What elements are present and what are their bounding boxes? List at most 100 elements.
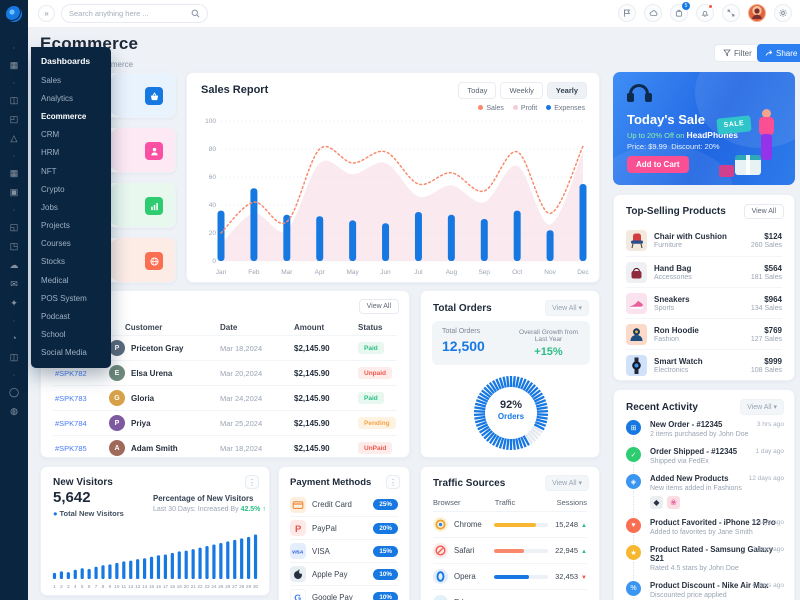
payments-menu-button[interactable]: ⋮ xyxy=(386,475,400,489)
shield-icon[interactable]: ◍ xyxy=(10,406,18,416)
range-button-today[interactable]: Today xyxy=(458,82,497,99)
visitors-menu-button[interactable]: ⋮ xyxy=(245,475,259,489)
product-sales: 127 Sales xyxy=(750,335,782,343)
flyout-item-ecommerce[interactable]: Ecommerce xyxy=(41,111,87,121)
share-button[interactable]: Share xyxy=(757,44,800,62)
headphones-icon xyxy=(627,82,653,102)
orders-view-all-button[interactable]: View All xyxy=(358,299,399,314)
order-row[interactable]: #SPK784 P Priya Mar 25,2024 $2,145.90 Pending xyxy=(53,410,397,435)
file-icon[interactable]: ◱ xyxy=(9,222,19,232)
add-to-cart-button[interactable]: Add to Cart xyxy=(627,156,689,173)
flyout-item-sales[interactable]: Sales xyxy=(41,75,62,85)
flyout-item-pos-system[interactable]: POS System xyxy=(41,293,87,303)
order-id[interactable]: #SPK782 xyxy=(55,369,87,378)
payment-method-row[interactable]: Credit Card 25% xyxy=(290,493,398,516)
sale-title: Today's Sale xyxy=(627,112,705,127)
payment-method-row[interactable]: VISA VISA 15% xyxy=(290,539,398,562)
product-row[interactable]: Chair with Cushion Furniture $124 260 Sales xyxy=(626,225,782,256)
fullscreen-icon[interactable] xyxy=(722,4,740,22)
payment-list: Credit Card 25% P PayPal 20% VISA VISA 15% Apple… xyxy=(290,493,398,600)
activity-item[interactable]: % Product Discount - Nike Air Max Discount… xyxy=(626,581,784,600)
search-icon[interactable] xyxy=(191,9,200,18)
column-header-amount: Amount xyxy=(294,323,325,332)
order-id[interactable]: #SPK783 xyxy=(55,394,87,403)
activity-item[interactable]: ⊞ New Order - #12345 2 items purchased by … xyxy=(626,420,784,446)
user-avatar[interactable] xyxy=(748,4,766,22)
flyout-item-school[interactable]: School xyxy=(41,330,66,340)
range-button-yearly[interactable]: Yearly xyxy=(546,82,587,99)
lock-icon[interactable]: ◰ xyxy=(9,114,19,124)
flyout-item-social-media[interactable]: Social Media xyxy=(41,348,87,358)
activity-item[interactable]: ★ Product Rated - Samsung Galaxy S21 Rated… xyxy=(626,545,784,580)
range-button-weekly[interactable]: Weekly xyxy=(500,82,543,99)
payment-method-row[interactable]: P PayPal 20% xyxy=(290,516,398,539)
total-orders-view-all-dropdown[interactable]: View All ▾ xyxy=(545,300,589,316)
search-input[interactable] xyxy=(69,9,191,18)
activity-item[interactable]: ♥ Product Favorited - iPhone 12 Pro Added … xyxy=(626,518,784,544)
traffic-row[interactable]: Chrome 15,248 ▲ xyxy=(433,511,587,537)
svg-text:18: 18 xyxy=(170,584,176,589)
widgets-icon[interactable]: ▦ xyxy=(9,168,19,178)
filter-label: Filter xyxy=(734,48,752,58)
flyout-item-jobs[interactable]: Jobs xyxy=(41,202,58,212)
flyout-item-projects[interactable]: Projects xyxy=(41,221,70,231)
card-icon[interactable]: ◫ xyxy=(9,352,19,362)
flyout-item-nft[interactable]: NFT xyxy=(41,166,57,176)
flyout-item-analytics[interactable]: Analytics xyxy=(41,93,74,103)
svg-text:P: P xyxy=(295,524,302,535)
flyout-item-hrm[interactable]: HRM xyxy=(41,148,60,158)
sidebar-expand-button[interactable]: » xyxy=(38,5,55,22)
filter-button[interactable]: Filter xyxy=(714,44,761,62)
traffic-view-all-dropdown[interactable]: View All ▾ xyxy=(545,475,589,491)
cloud-icon[interactable]: ☁ xyxy=(9,260,19,270)
invoice-icon[interactable]: ◳ xyxy=(9,241,19,251)
bell-icon[interactable] xyxy=(696,4,714,22)
order-row[interactable]: #SPK785 A Adam Smith Mar 18,2024 $2,145.90 Un… xyxy=(53,435,397,460)
product-name: Sneakers xyxy=(654,294,690,304)
svg-text:13: 13 xyxy=(135,584,141,589)
chat-icon[interactable]: ✉ xyxy=(10,279,18,289)
activity-view-all-dropdown[interactable]: View All ▾ xyxy=(740,399,784,415)
heart-icon: ♥ xyxy=(626,518,641,533)
payment-method-row[interactable]: G Google Pay 10% xyxy=(290,585,398,600)
products-view-all-button[interactable]: View All xyxy=(743,204,784,219)
cloud-icon[interactable] xyxy=(644,4,662,22)
order-id[interactable]: #SPK784 xyxy=(55,419,87,428)
cart-icon[interactable]: 5 xyxy=(670,2,690,22)
order-row[interactable]: #SPK782 E Elsa Urena Mar 20,2024 $2,145.90 Un… xyxy=(53,360,397,385)
product-row[interactable]: Hand Bag Accessories $564 181 Sales xyxy=(626,256,782,287)
payment-method-row[interactable]: Apple Pay 10% xyxy=(290,562,398,585)
app-logo[interactable] xyxy=(0,0,28,28)
product-info: Chair with Cushion Furniture xyxy=(654,232,727,249)
browser-name: Chrome xyxy=(454,520,482,529)
activity-item[interactable]: ✓ Order Shipped - #12345 Shipped via FedEx… xyxy=(626,447,784,473)
traffic-row[interactable]: e Edge 9,886▲ xyxy=(433,589,587,600)
flyout-item-stocks[interactable]: Stocks xyxy=(41,257,66,267)
user-icon[interactable]: ◯ xyxy=(8,387,20,397)
traffic-row[interactable]: Safari 22,945 ▲ xyxy=(433,537,587,563)
monitor-icon[interactable]: ◫ xyxy=(9,95,19,105)
product-name: Ron Hoodie xyxy=(654,325,699,335)
timeline-connector xyxy=(633,464,634,473)
wallet-icon[interactable]: ▣ xyxy=(9,187,19,197)
activity-item[interactable]: ◈ Added New Products New items added in Fa… xyxy=(626,474,784,517)
flyout-item-podcast[interactable]: Podcast xyxy=(41,312,70,322)
flyout-item-medical[interactable]: Medical xyxy=(41,275,69,285)
flyout-item-courses[interactable]: Courses xyxy=(41,239,71,249)
timer-icon[interactable]: ◔ xyxy=(11,333,17,343)
flyout-item-crm[interactable]: CRM xyxy=(41,130,60,140)
language-flag-icon[interactable] xyxy=(618,4,636,22)
key-icon[interactable]: ✦ xyxy=(10,298,18,308)
traffic-row[interactable]: Opera 32,453 ▼ xyxy=(433,563,587,589)
product-row[interactable]: Sneakers Sports $964 134 Sales xyxy=(626,287,782,318)
sale-product: HeadPhones xyxy=(686,130,739,140)
order-row[interactable]: #SPK783 G Gloria Mar 24,2024 $2,145.90 Paid xyxy=(53,385,397,410)
settings-gear-icon[interactable] xyxy=(774,4,792,22)
product-row[interactable]: Smart Watch Electronics $999 108 Sales xyxy=(626,349,782,380)
alert-triangle-icon[interactable]: △ xyxy=(10,133,18,143)
apps-grid-icon[interactable]: ▦ xyxy=(9,60,19,70)
product-row[interactable]: Ron Hoodie Fashion $769 127 Sales xyxy=(626,318,782,349)
order-id[interactable]: #SPK785 xyxy=(55,444,87,453)
svg-text:21: 21 xyxy=(191,584,197,589)
flyout-item-crypto[interactable]: Crypto xyxy=(41,184,65,194)
